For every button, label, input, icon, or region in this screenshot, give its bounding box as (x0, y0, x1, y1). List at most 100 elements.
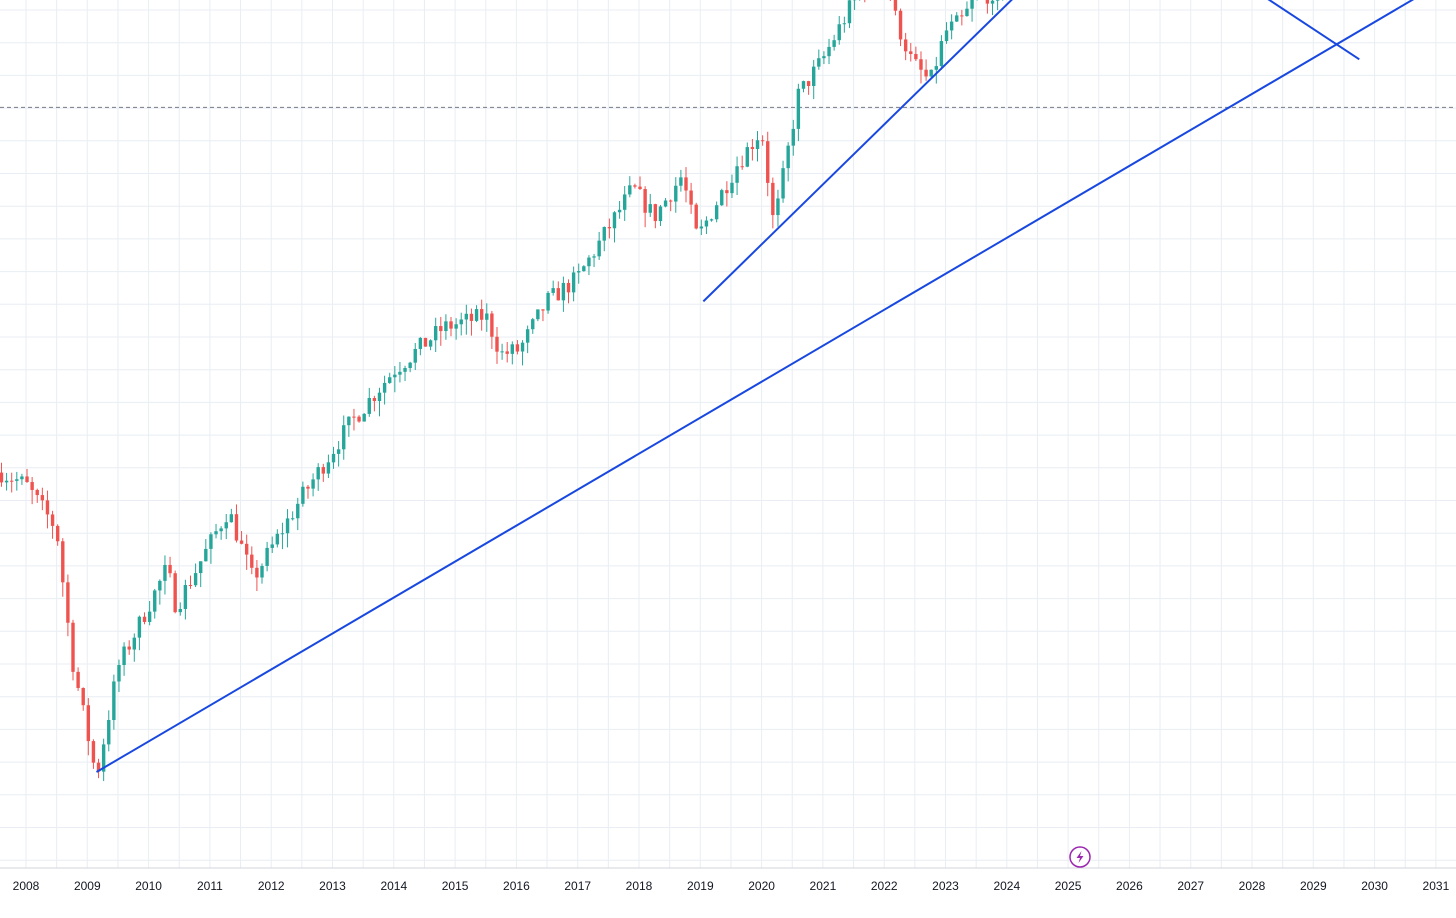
candle-body (239, 540, 244, 544)
x-tick-label: 2016 (503, 879, 530, 893)
candle-up (699, 219, 704, 236)
candle-down (725, 181, 729, 207)
trendline-drawings[interactable] (95, 0, 1442, 773)
candle-body (740, 166, 744, 168)
candle-up (433, 317, 438, 353)
x-tick-label: 2018 (626, 879, 653, 893)
candle-down (127, 640, 131, 655)
candle-body (960, 15, 964, 17)
candle-body (388, 377, 392, 383)
candle-down (898, 8, 903, 47)
candle-body (377, 392, 382, 402)
x-tick-label: 2011 (197, 879, 223, 893)
candle-up (388, 372, 392, 384)
candle-body (255, 567, 259, 578)
candle-body (81, 687, 85, 706)
lightning-icon (1076, 851, 1084, 863)
candle-up (316, 463, 320, 491)
candle-body (178, 608, 182, 613)
candle-down (71, 619, 75, 681)
candle-body (127, 646, 131, 650)
candle-up (720, 188, 724, 206)
candle-body (321, 467, 326, 474)
candle-body (622, 194, 627, 210)
candle-up (531, 317, 535, 334)
candle-down (505, 342, 509, 363)
candle-down (255, 560, 259, 592)
candle-up (812, 59, 816, 100)
candle-body (909, 51, 913, 55)
time-axis[interactable]: 2008 2009 2010 2011 2012 2013 2014 2015 2016 2017… (13, 879, 1450, 893)
candle-up (158, 579, 162, 605)
candle-body (439, 326, 443, 332)
candle-up (786, 142, 790, 182)
x-tick-label: 2031 (1423, 879, 1450, 893)
x-tick-label: 2014 (380, 879, 407, 893)
candle-body (679, 177, 683, 186)
candle-up (20, 473, 24, 485)
x-tick-label: 2020 (748, 879, 775, 893)
candle-up (546, 291, 550, 314)
x-tick-label: 2026 (1116, 879, 1143, 893)
candle-up (107, 710, 111, 752)
candle-body (653, 204, 658, 222)
candle-down (541, 309, 545, 322)
candle-body (250, 554, 254, 568)
candle-body (536, 309, 540, 320)
candle-body (372, 397, 377, 402)
candle-body (771, 182, 775, 216)
candle-up (275, 529, 280, 548)
candle-body (188, 584, 193, 586)
candle-body (183, 584, 188, 609)
candle-body (260, 565, 264, 578)
candle-body (842, 23, 847, 25)
candle-up (178, 602, 182, 616)
price-levels (0, 106, 1456, 108)
candle-body (290, 518, 295, 520)
candle-body (15, 479, 19, 481)
candle-up (709, 218, 714, 222)
candle-body (694, 204, 698, 229)
candle-up (280, 522, 285, 550)
candle-body (147, 611, 152, 622)
candle-down (168, 556, 172, 578)
downtrend-projection-line[interactable] (1071, 0, 1360, 61)
candle-up (597, 231, 601, 260)
candle-body (776, 198, 780, 216)
candle-up (296, 497, 300, 531)
candle-down (469, 308, 474, 336)
flash-event-badge[interactable] (1069, 846, 1091, 868)
candle-up (852, 0, 857, 11)
candle-body (832, 40, 836, 47)
candle-up (949, 14, 954, 40)
candle-body (806, 81, 811, 87)
steep-uptrend-line[interactable] (702, 0, 1279, 303)
candle-body (970, 0, 974, 9)
candle-down (515, 340, 520, 355)
candle-up (551, 280, 555, 296)
candle-body (35, 489, 39, 496)
candle-body (520, 342, 525, 352)
candle-up (413, 343, 417, 370)
x-tick-label: 2029 (1300, 879, 1327, 893)
candle-up (132, 633, 136, 662)
candle-body (40, 495, 45, 501)
candle-down (321, 463, 326, 482)
candle-up (745, 142, 749, 168)
candle-body (311, 479, 315, 489)
candle-down (643, 186, 647, 228)
candle-body (617, 209, 622, 213)
x-tick-label: 2025 (1055, 879, 1082, 893)
x-tick-label: 2023 (932, 879, 959, 893)
candle-body (142, 616, 147, 622)
candle-up (408, 361, 412, 373)
candle-up (837, 15, 841, 45)
long-term-support-line[interactable] (95, 0, 1442, 773)
candle-body (750, 147, 755, 149)
candle-body (224, 522, 228, 529)
candle-body (561, 282, 566, 301)
candle-up (270, 536, 274, 554)
candle-body (352, 416, 356, 418)
candle-body (582, 266, 586, 272)
